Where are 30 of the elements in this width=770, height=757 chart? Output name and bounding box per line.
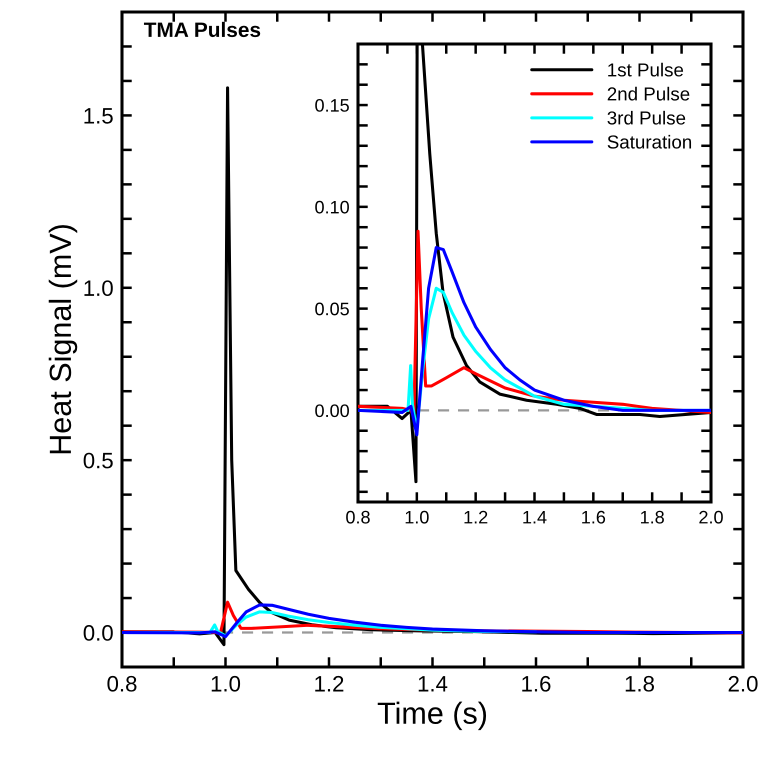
y-tick-label: 0.0 [84, 625, 113, 641]
x-tick-label: 1.6 [522, 676, 550, 692]
x-tick-label: 2.0 [728, 676, 758, 692]
y-tick-label: 0.15 [315, 99, 349, 112]
x-tick-label: 1.4 [523, 510, 547, 524]
y-tick-label: 0.00 [315, 404, 349, 418]
legend-label: 3rd Pulse [607, 110, 686, 125]
x-axis-title: Time (s) [378, 702, 486, 730]
line-series [358, 246, 711, 436]
y-tick-label: 0.5 [84, 452, 113, 468]
x-tick-label: 0.8 [107, 676, 136, 692]
legend-label: 2nd Pulse [608, 86, 690, 101]
x-tick-label: 1.2 [464, 510, 488, 524]
y-tick-label: 0.10 [315, 200, 349, 214]
legend-label: Saturation [608, 134, 692, 149]
y-tick-label: 1.0 [84, 280, 113, 296]
x-tick-label: 1.0 [406, 510, 429, 524]
x-tick-label: 0.8 [346, 510, 370, 524]
x-tick-label: 1.8 [626, 676, 654, 692]
chart-title: TMA Pulses [144, 22, 260, 38]
legend-label: 1st Pulse [608, 62, 684, 77]
y-axis-title: Heat Signal (mV) [48, 225, 78, 454]
x-tick-label: 2.0 [699, 510, 723, 524]
x-tick-label: 1.4 [418, 676, 448, 692]
y-tick-label: 1.5 [84, 108, 113, 124]
y-tick-label: 0.05 [315, 302, 349, 316]
x-tick-label: 1.8 [640, 510, 664, 524]
x-tick-label: 1.6 [582, 510, 606, 524]
x-tick-label: 1.2 [315, 676, 344, 692]
x-tick-label: 1.0 [212, 676, 240, 692]
